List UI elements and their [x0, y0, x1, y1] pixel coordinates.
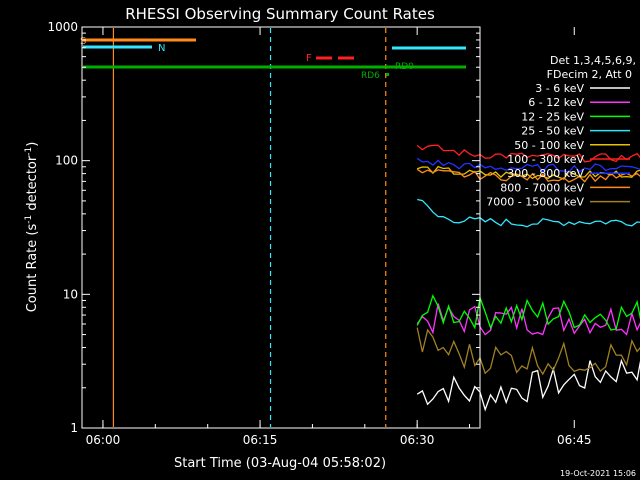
- series-line-5: [416, 144, 640, 163]
- vline-layer: [112, 28, 387, 427]
- flag-s-label: S: [80, 36, 86, 47]
- y-label-main: Count Rate (s: [25, 224, 40, 313]
- y-label-mid: detector: [25, 155, 40, 215]
- flag-layer: S N F RD0 RD6: [80, 36, 466, 81]
- x-tick-label-1: 06:15: [243, 433, 278, 447]
- y-tick-label-3: 1000: [47, 20, 78, 34]
- tick-layer: 06:0006:1506:3006:4507:0007:1507:3011010…: [47, 20, 592, 447]
- legend-label-3: 25 - 50 keV: [521, 125, 584, 138]
- legend: Det 1,3,4,5,6,9, FDecim 2, Att 0 3 - 6 k…: [486, 54, 636, 209]
- flag-n-label: N: [158, 43, 165, 54]
- flag-rd6-label: RD6: [361, 71, 380, 81]
- timestamp: 19-Oct-2021 15:06: [560, 469, 636, 478]
- x-axis-label: Start Time (03-Aug-04 05:58:02): [174, 456, 386, 471]
- flag-f-label: F: [306, 53, 312, 64]
- y-label-sup2: -1: [24, 147, 34, 156]
- legend-label-8: 7000 - 15000 keV: [486, 196, 584, 209]
- series-line-0: [416, 358, 640, 412]
- y-axis-label: Count Rate (s-1 detector-1): [24, 142, 40, 313]
- legend-header-1: Det 1,3,4,5,6,9,: [550, 54, 636, 67]
- series-line-4: [416, 165, 640, 180]
- legend-label-6: 300 - 800 keV: [507, 167, 584, 180]
- flag-rd0-label: RD0: [395, 62, 414, 72]
- legend-label-1: 6 - 12 keV: [528, 96, 584, 109]
- legend-label-4: 50 - 100 keV: [514, 139, 584, 152]
- series-line-8: [416, 327, 640, 376]
- y-label-sup1: -1: [24, 215, 34, 224]
- x-tick-label-2: 06:30: [400, 433, 435, 447]
- y-tick-label-0: 1: [70, 421, 78, 435]
- legend-label-7: 800 - 7000 keV: [500, 181, 584, 194]
- flag-rd6-dot: [386, 73, 389, 76]
- x-tick-label-0: 06:00: [86, 433, 121, 447]
- plot-frame: [81, 26, 481, 429]
- legend-label-5: 100 - 300 keV: [507, 153, 584, 166]
- series-line-6: [416, 157, 640, 173]
- legend-label-0: 3 - 6 keV: [535, 82, 584, 95]
- y-label-end: ): [25, 142, 40, 147]
- x-tick-label-3: 06:45: [557, 433, 592, 447]
- legend-label-2: 12 - 25 keV: [521, 110, 584, 123]
- y-tick-label-2: 100: [55, 154, 78, 168]
- y-tick-label-1: 10: [63, 287, 78, 301]
- series-line-3: [417, 198, 640, 228]
- series-line-7: [416, 168, 640, 183]
- chart-title: RHESSI Observing Summary Count Rates: [125, 5, 435, 23]
- series-line-2: [416, 293, 640, 331]
- legend-header-2: FDecim 2, Att 0: [547, 68, 632, 81]
- series-layer: [416, 144, 640, 412]
